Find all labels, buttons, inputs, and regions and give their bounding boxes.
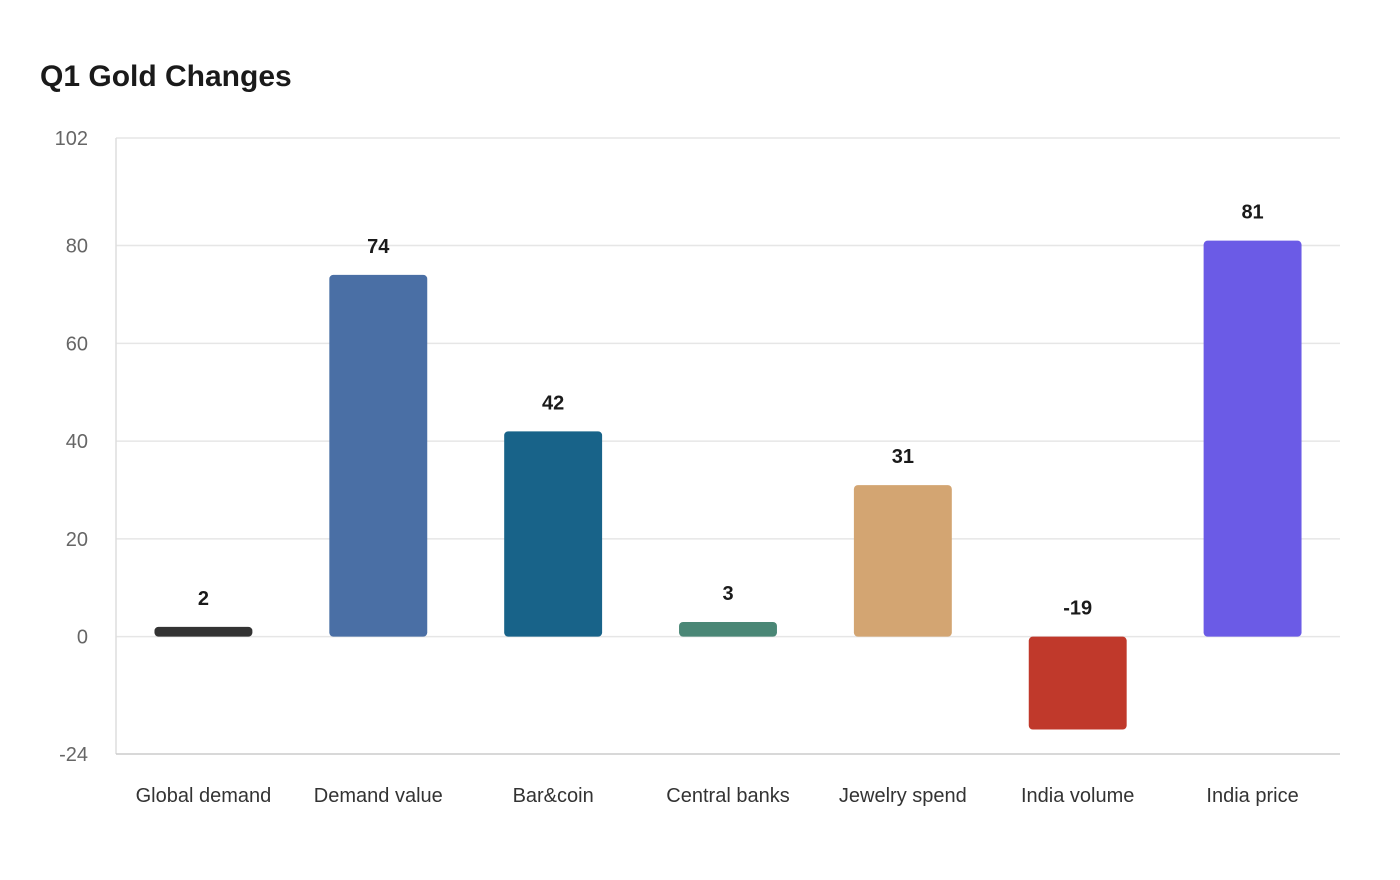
- y-tick-label: 0: [77, 627, 88, 649]
- bar-value-label: 74: [367, 236, 390, 258]
- bar-value-label: -19: [1063, 598, 1092, 620]
- y-tick-label: 102: [55, 128, 88, 150]
- x-category-label: Demand value: [314, 785, 443, 807]
- bar-value-label: 2: [198, 588, 209, 610]
- bar-value-label: 3: [722, 583, 733, 605]
- y-tick-label: 60: [66, 333, 88, 355]
- x-category-label: Bar&coin: [513, 785, 594, 807]
- axes: [115, 138, 1340, 755]
- x-category-label: Global demand: [136, 785, 272, 807]
- bar-value-label: 81: [1241, 202, 1263, 224]
- bar-global-demand: [154, 626, 253, 637]
- x-category-label: Central banks: [666, 785, 789, 807]
- bar-central-banks: [679, 622, 777, 637]
- bar-bar-coin: [504, 431, 603, 637]
- bar-india-price: [1203, 240, 1302, 637]
- y-tick-label: 20: [66, 529, 88, 551]
- bars: [154, 240, 1302, 730]
- bar-value-label: 42: [542, 392, 564, 414]
- bar-jewelry-spend: [853, 485, 952, 637]
- x-category-label: India volume: [1021, 785, 1134, 807]
- bar-demand-value: [329, 274, 428, 637]
- x-category-label: Jewelry spend: [839, 785, 967, 807]
- y-tick-label: 80: [66, 236, 88, 258]
- gridlines: [116, 137, 1340, 638]
- y-tick-label: 40: [66, 431, 88, 453]
- labels: -24 0 20 40 60 80 102 2 Global demand 74 Demand va…: [55, 128, 1299, 807]
- bar-value-label: 31: [892, 446, 914, 468]
- y-tick-label: -24: [59, 744, 88, 766]
- chart-title: Q1 Gold Changes: [40, 60, 292, 93]
- bar-india-volume: [1028, 636, 1127, 730]
- x-category-label: India price: [1206, 785, 1298, 807]
